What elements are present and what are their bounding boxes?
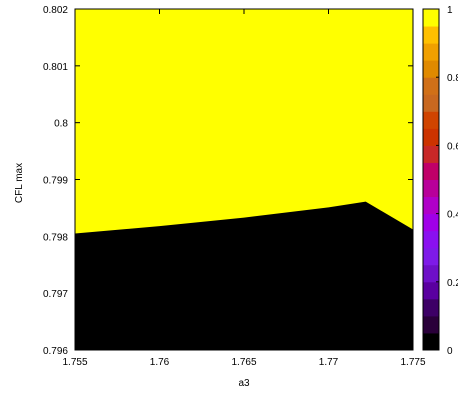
colorbar-segment xyxy=(423,298,439,317)
y-tick-label: 0.798 xyxy=(43,232,68,243)
y-tick-label: 0.801 xyxy=(43,62,68,73)
x-tick-label: 1.77 xyxy=(319,357,339,368)
colorbar-segment xyxy=(423,264,439,283)
colorbar-segment xyxy=(423,213,439,232)
y-axis-label: CFL max xyxy=(14,163,25,203)
colorbar-segment xyxy=(423,60,439,78)
y-tick-label: 0.8 xyxy=(54,119,68,130)
colorbar-segment xyxy=(423,77,439,95)
colorbar-segment xyxy=(423,9,439,27)
x-tick-label: 1.76 xyxy=(150,357,170,368)
colorbar-frame xyxy=(422,8,440,351)
plot-area xyxy=(74,8,414,351)
x-axis: 1.755 1.76 1.765 1.77 1.775 xyxy=(62,9,426,368)
y-tick-label: 0.797 xyxy=(43,289,68,300)
colorbar-segment xyxy=(423,128,439,146)
colorbar-tick-label: 0.6 xyxy=(447,141,458,152)
colorbar-segment xyxy=(423,247,439,266)
colorbar-segment xyxy=(423,315,439,334)
colorbar: 0 0.2 0.4 0.6 0.8 1 xyxy=(422,5,458,357)
colorbar-tick-label: 0.4 xyxy=(447,210,458,221)
colorbar-segment xyxy=(423,111,439,129)
colorbar-segment xyxy=(423,26,439,44)
y-tick-label: 0.799 xyxy=(43,176,68,187)
region-unstable xyxy=(75,201,413,350)
colorbar-segment xyxy=(423,43,439,61)
x-tick-label: 1.755 xyxy=(62,357,87,368)
y-axis: 0.796 0.797 0.798 0.799 0.8 0.801 0.802 xyxy=(43,5,413,357)
colorbar-segment xyxy=(423,281,439,300)
colorbar-segment xyxy=(423,162,439,180)
x-axis-label: a3 xyxy=(238,378,250,389)
colorbar-segment xyxy=(423,230,439,249)
y-tick-label: 0.796 xyxy=(43,346,68,357)
colorbar-tick-label: 0 xyxy=(447,346,453,357)
colorbar-tick-label: 0.8 xyxy=(447,73,458,84)
x-tick-label: 1.765 xyxy=(231,357,256,368)
colorbar-segment xyxy=(423,179,439,198)
colorbar-segment xyxy=(423,332,439,351)
x-tick-label: 1.775 xyxy=(400,357,425,368)
colorbar-segment xyxy=(423,94,439,112)
colorbar-segment xyxy=(423,196,439,215)
colorbar-segment xyxy=(423,145,439,163)
colorbar-tick-label: 0.2 xyxy=(447,278,458,289)
y-tick-label: 0.802 xyxy=(43,5,68,16)
colorbar-tick-label: 1 xyxy=(447,5,453,16)
